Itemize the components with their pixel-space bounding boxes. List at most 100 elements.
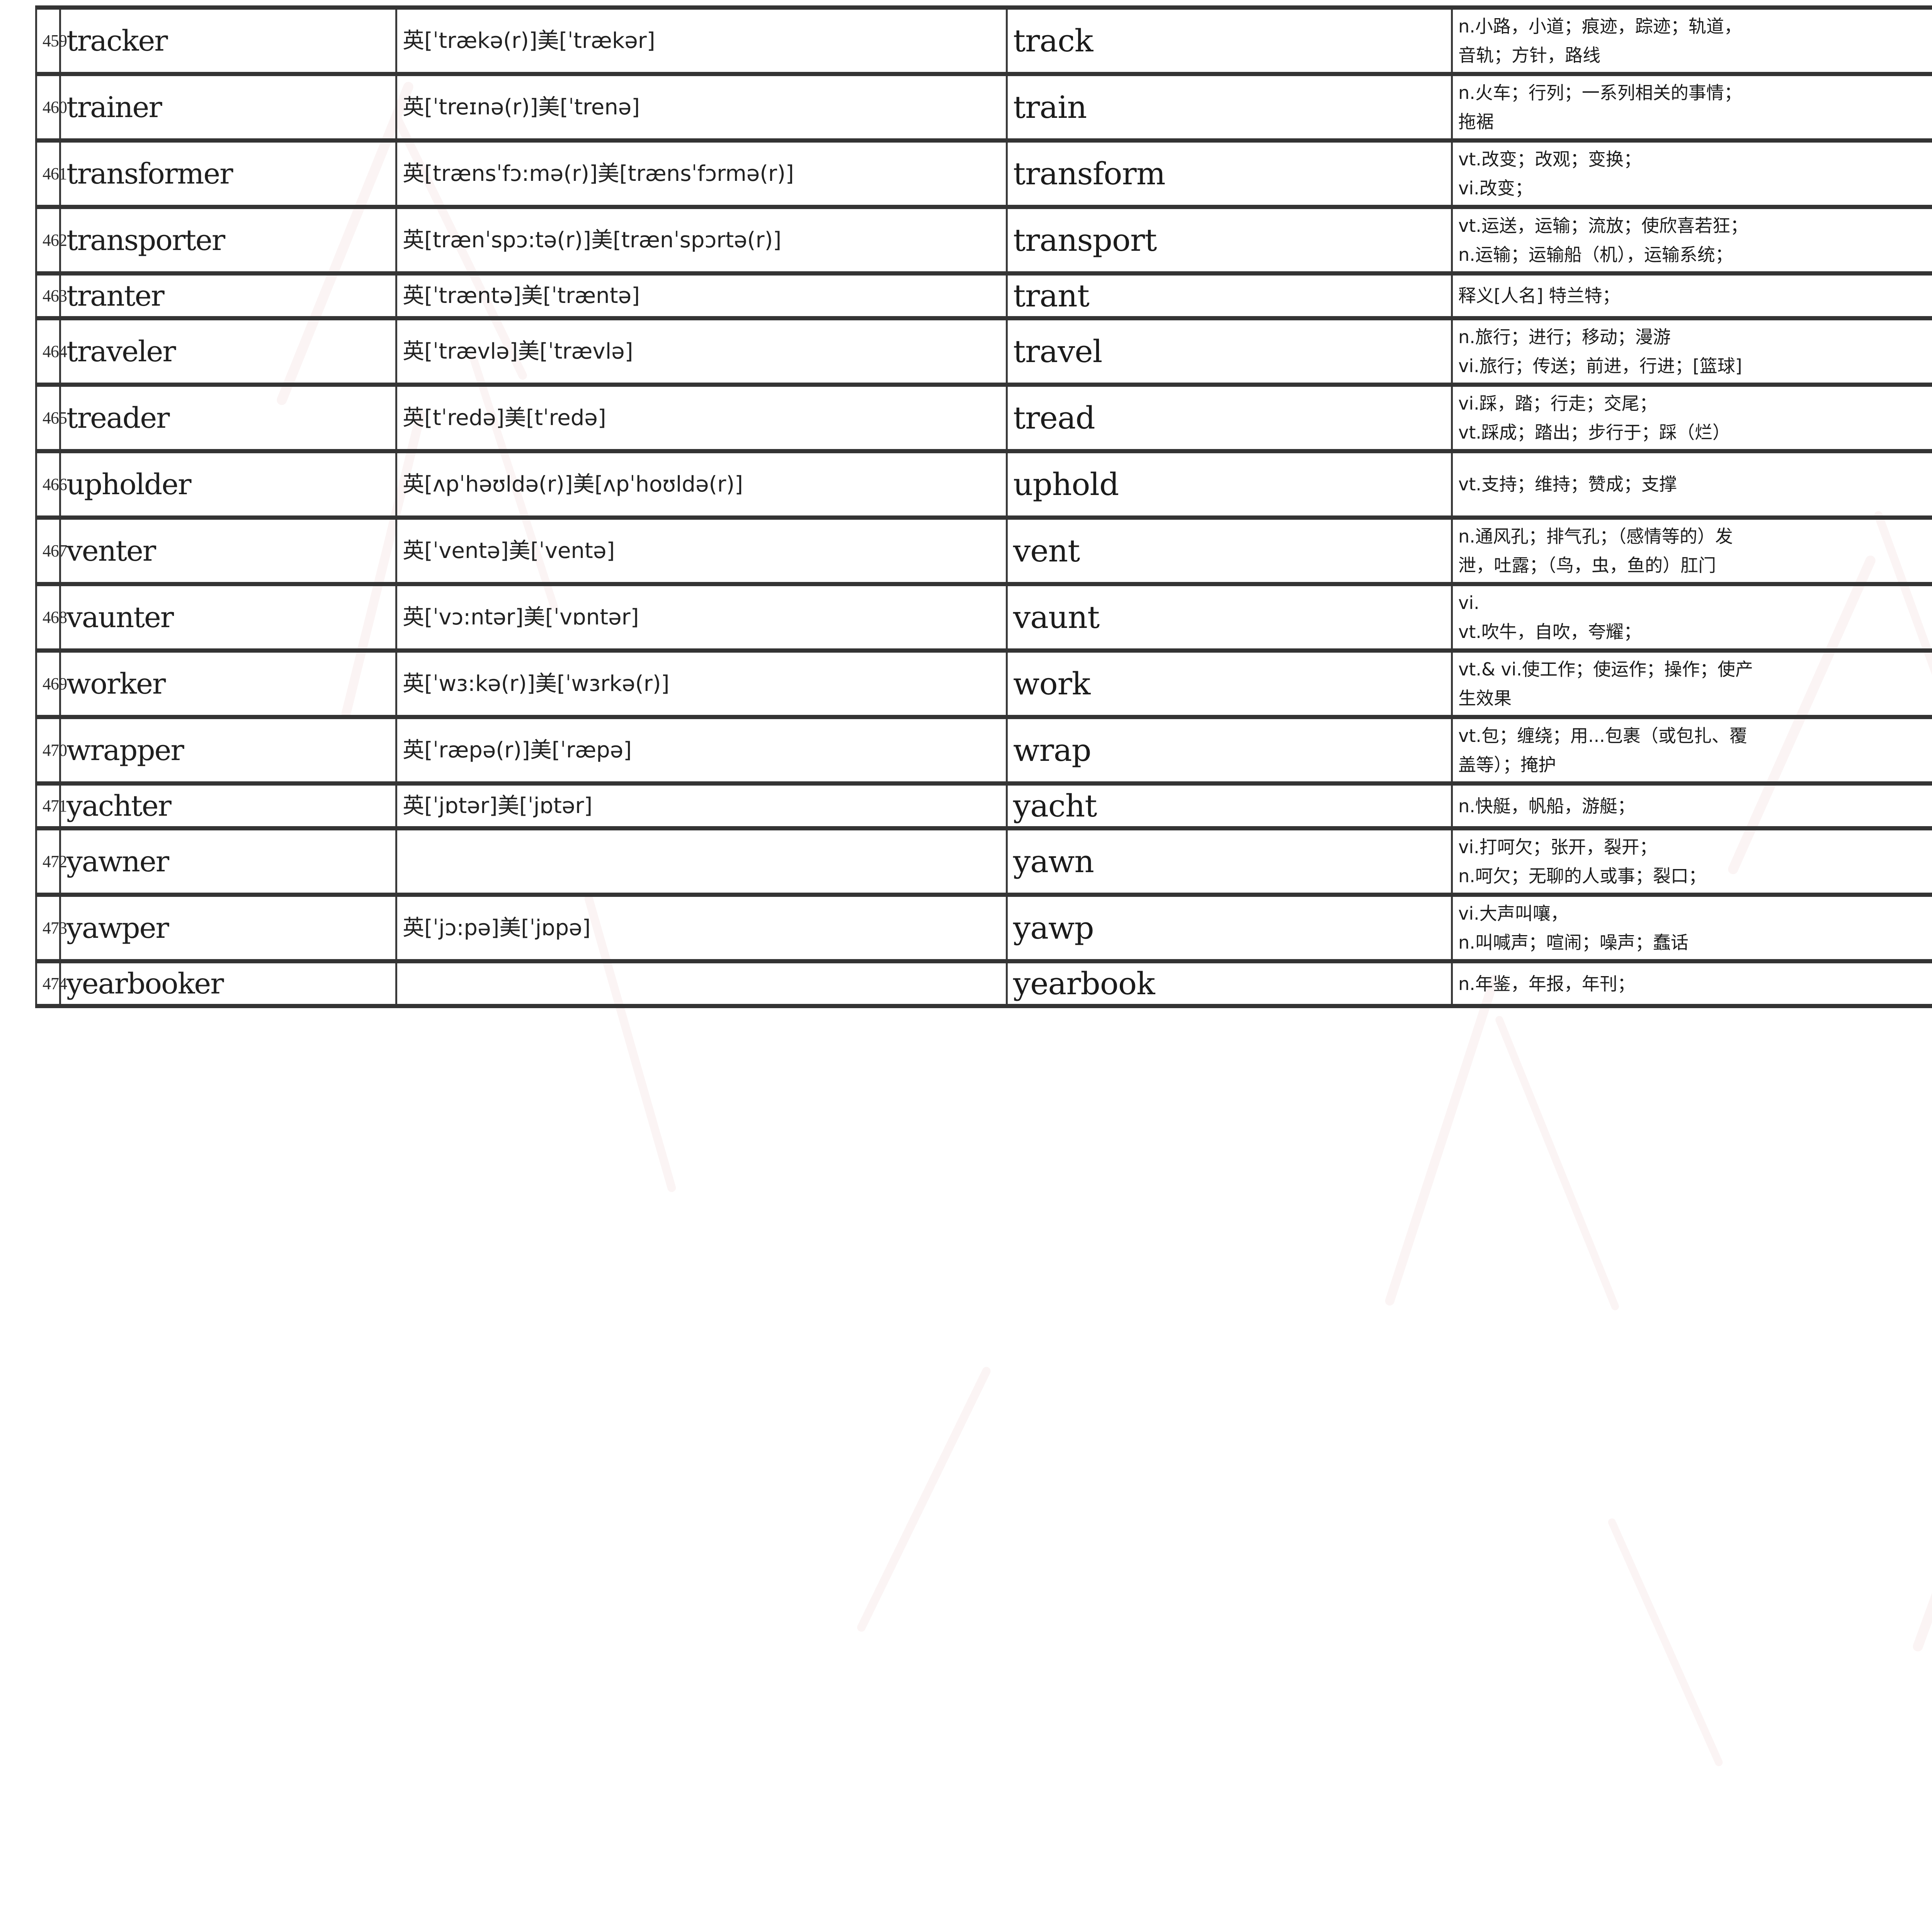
table-row: 465 treader 英[tˈredə]美[tˈredə] tread vi.… <box>35 383 1932 454</box>
definition-line: vt.包；缠绕；用...包裹（或包扎、覆 <box>1458 725 1747 747</box>
table-row: 463 tranter 英[ˈtræntə]美[ˈtræntə] trant 释… <box>35 271 1932 321</box>
pronunciation: 英[ˈtreɪnə(r)]美[ˈtrenə] <box>395 72 1008 143</box>
derived-word: traveler <box>59 316 397 387</box>
row-index: 462 <box>35 205 67 276</box>
derived-word: yachter <box>59 781 397 831</box>
root-definition: 释义[人名] 特兰特； <box>1451 271 1932 321</box>
derived-word: transporter <box>59 205 397 276</box>
row-index: 470 <box>35 715 67 786</box>
root-definition: n.年鉴，年报，年刊； <box>1451 959 1932 1009</box>
row-index: 473 <box>35 893 67 964</box>
pronunciation: 英[ˈræpə(r)]美[ˈræpə] <box>395 715 1008 786</box>
root-word: track <box>1006 5 1453 77</box>
table-row: 468 vaunter 英[ˈvɔ:ntər]美[ˈvɒntər] vaunt … <box>35 582 1932 653</box>
row-index: 471 <box>35 781 67 831</box>
root-definition: vt.支持；维持；赞成；支撑 <box>1451 449 1932 520</box>
definition-line: vt.吹牛，自吹，夸耀； <box>1458 621 1641 642</box>
derived-word: upholder <box>59 449 397 520</box>
definition-line: 盖等）；掩护 <box>1458 754 1556 775</box>
derived-word: wrapper <box>59 715 397 786</box>
table-row: 466 upholder 英[ʌpˈhəʊldə(r)]美[ʌpˈhoʊldə(… <box>35 449 1932 520</box>
definition-line: n.旅行；进行；移动；漫游 <box>1458 327 1671 348</box>
row-index: 465 <box>35 383 67 454</box>
derived-word: worker <box>59 648 397 720</box>
pronunciation: 英[ʌpˈhəʊldə(r)]美[ʌpˈhoʊldə(r)] <box>395 449 1008 520</box>
definition-line: vi.打呵欠；张开，裂开； <box>1458 837 1657 858</box>
root-definition: vi.打呵欠；张开，裂开； n.呵欠；无聊的人或事；裂口； <box>1451 826 1932 897</box>
root-word: yearbook <box>1006 959 1453 1009</box>
derived-word: vaunter <box>59 582 397 653</box>
definition-line: vi.大声叫嚷， <box>1458 903 1568 924</box>
root-word: transform <box>1006 138 1453 209</box>
definition-line: n.叫喊声；喧闹；噪声；蠢话 <box>1458 932 1689 953</box>
table-row: 467 venter 英[ˈventə]美[ˈventə] vent n.通风孔… <box>35 515 1932 587</box>
root-definition: n.通风孔；排气孔；（感情等的）发 泄，吐露；（鸟，虫，鱼的）肛门 <box>1451 515 1932 587</box>
definition-line: vi. <box>1458 592 1480 614</box>
definition-line: n.年鉴，年报，年刊； <box>1458 973 1635 994</box>
table-body: 459 tracker 英[ˈtrækə(r)]美[ˈtrækər] track… <box>35 5 1932 1009</box>
definition-line: 释义[人名] 特兰特； <box>1458 285 1620 306</box>
row-index: 469 <box>35 648 67 720</box>
root-definition: n.火车；行列；一系列相关的事情； 拖裾 <box>1451 72 1932 143</box>
definition-line: 泄，吐露；（鸟，虫，鱼的）肛门 <box>1458 555 1716 576</box>
table-row: 461 transformer 英[trænsˈfɔ:mə(r)]美[træns… <box>35 138 1932 209</box>
table-row: 462 transporter 英[trænˈspɔ:tə(r)]美[trænˈ… <box>35 205 1932 276</box>
root-word: yacht <box>1006 781 1453 831</box>
derived-word: tranter <box>59 271 397 321</box>
row-index: 460 <box>35 72 67 143</box>
derived-word: tracker <box>59 5 397 77</box>
pronunciation: 英[ˈjɔ:pə]美[ˈjɒpə] <box>395 893 1008 964</box>
root-definition: n.小路，小道；痕迹，踪迹；轨道， 音轨；方针，路线 <box>1451 5 1932 77</box>
table-row: 459 tracker 英[ˈtrækə(r)]美[ˈtrækər] track… <box>35 5 1932 77</box>
definition-line: vt.支持；维持；赞成；支撑 <box>1458 474 1677 495</box>
pronunciation: 英[ˈventə]美[ˈventə] <box>395 515 1008 587</box>
table-row: 473 yawper 英[ˈjɔ:pə]美[ˈjɒpə] yawp vi.大声叫… <box>35 893 1932 964</box>
root-definition: vt.运送，运输；流放；使欣喜若狂； n.运输；运输船（机），运输系统； <box>1451 205 1932 276</box>
definition-line: n.通风孔；排气孔；（感情等的）发 <box>1458 526 1733 547</box>
row-index: 474 <box>35 959 67 1009</box>
definition-line: vi.旅行；传送；前进，行进；[篮球] <box>1458 355 1742 376</box>
derived-word: yearbooker <box>59 959 397 1009</box>
pronunciation <box>395 959 1008 1009</box>
derived-word: trainer <box>59 72 397 143</box>
definition-line: vt.& vi.使工作；使运作；操作；使产 <box>1458 659 1753 680</box>
row-index: 472 <box>35 826 67 897</box>
row-index: 464 <box>35 316 67 387</box>
root-word: transport <box>1006 205 1453 276</box>
row-index: 463 <box>35 271 67 321</box>
row-index: 468 <box>35 582 67 653</box>
definition-line: vi.改变； <box>1458 177 1533 199</box>
row-index: 467 <box>35 515 67 587</box>
root-word: yawp <box>1006 893 1453 964</box>
table-row: 471 yachter 英[ˈjɒtər]美[ˈjɒtər] yacht n.快… <box>35 781 1932 831</box>
pronunciation: 英[ˈtrækə(r)]美[ˈtrækər] <box>395 5 1008 77</box>
derived-word: yawner <box>59 826 397 897</box>
definition-line: n.火车；行列；一系列相关的事情； <box>1458 82 1742 104</box>
root-word: wrap <box>1006 715 1453 786</box>
derived-word: treader <box>59 383 397 454</box>
pronunciation <box>395 826 1008 897</box>
root-word: uphold <box>1006 449 1453 520</box>
pronunciation: 英[ˈvɔ:ntər]美[ˈvɒntər] <box>395 582 1008 653</box>
definition-line: n.运输；运输船（机），运输系统； <box>1458 244 1733 265</box>
root-word: tread <box>1006 383 1453 454</box>
definition-line: 生效果 <box>1458 687 1512 709</box>
root-word: travel <box>1006 316 1453 387</box>
pronunciation: 英[ˈwɜ:kə(r)]美[ˈwɜrkə(r)] <box>395 648 1008 720</box>
pronunciation: 英[trænsˈfɔ:mə(r)]美[trænsˈfɔrmə(r)] <box>395 138 1008 209</box>
definition-line: vt.运送，运输；流放；使欣喜若狂； <box>1458 215 1748 236</box>
root-definition: vi.踩，踏；行走；交尾； vt.踩成；踏出；步行于；踩（烂） <box>1451 383 1932 454</box>
root-word: trant <box>1006 271 1453 321</box>
root-definition: vi.大声叫嚷， n.叫喊声；喧闹；噪声；蠢话 <box>1451 893 1932 964</box>
root-word: train <box>1006 72 1453 143</box>
definition-line: vt.踩成；踏出；步行于；踩（烂） <box>1458 422 1730 443</box>
root-word: vaunt <box>1006 582 1453 653</box>
table-row: 470 wrapper 英[ˈræpə(r)]美[ˈræpə] wrap vt.… <box>35 715 1932 786</box>
root-definition: vi. vt.吹牛，自吹，夸耀； <box>1451 582 1932 653</box>
row-index: 459 <box>35 5 67 77</box>
root-word: work <box>1006 648 1453 720</box>
derived-word: yawper <box>59 893 397 964</box>
pronunciation: 英[ˈjɒtər]美[ˈjɒtər] <box>395 781 1008 831</box>
root-definition: vt.包；缠绕；用...包裹（或包扎、覆 盖等）；掩护 <box>1451 715 1932 786</box>
